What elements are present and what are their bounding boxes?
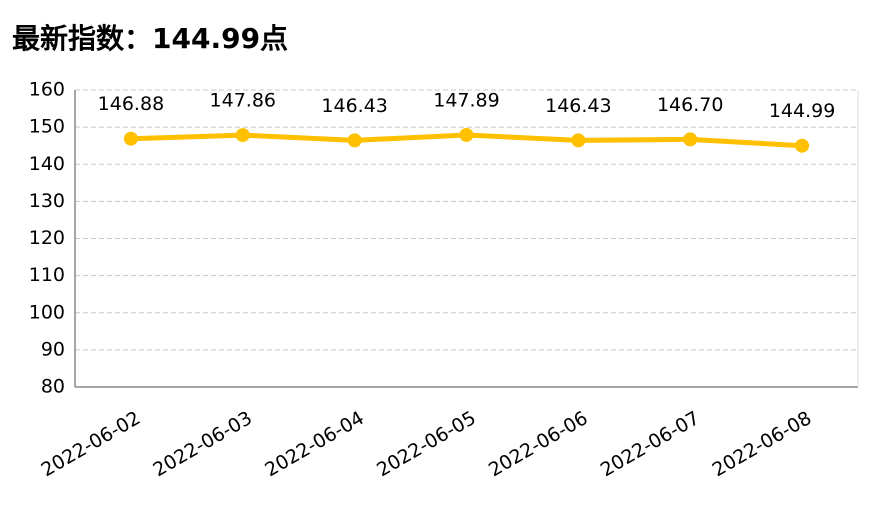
y-tick-label: 120 — [29, 227, 65, 249]
data-label: 147.89 — [433, 89, 499, 111]
data-label: 146.43 — [545, 95, 611, 117]
y-tick-label: 150 — [29, 116, 65, 138]
y-tick-label: 140 — [29, 153, 65, 175]
marker — [123, 131, 138, 146]
x-tick-label: 2022-06-05 — [373, 407, 480, 481]
x-tick-label: 2022-06-08 — [709, 407, 816, 481]
data-label: 146.70 — [657, 94, 723, 116]
y-tick-label: 90 — [41, 338, 65, 360]
y-tick-label: 110 — [29, 264, 65, 286]
data-label: 146.88 — [98, 93, 164, 115]
y-tick-label: 100 — [29, 301, 65, 323]
y-tick-label: 80 — [41, 376, 65, 398]
data-label: 146.43 — [321, 95, 387, 117]
marker — [347, 133, 362, 148]
marker — [459, 127, 474, 142]
marker — [235, 128, 250, 143]
x-tick-label: 2022-06-06 — [485, 407, 592, 481]
data-label: 144.99 — [769, 100, 835, 122]
marker — [571, 133, 586, 148]
marker — [683, 132, 698, 147]
x-tick-label: 2022-06-07 — [597, 407, 704, 481]
marker — [795, 138, 810, 153]
x-tick-label: 2022-06-04 — [261, 407, 368, 481]
chart-title: 最新指数：144.99点 — [12, 22, 288, 55]
data-label: 147.86 — [210, 90, 276, 112]
x-tick-label: 2022-06-03 — [149, 407, 256, 481]
x-tick-label: 2022-06-02 — [38, 407, 145, 481]
y-tick-label: 160 — [29, 79, 65, 101]
y-tick-label: 130 — [29, 190, 65, 212]
